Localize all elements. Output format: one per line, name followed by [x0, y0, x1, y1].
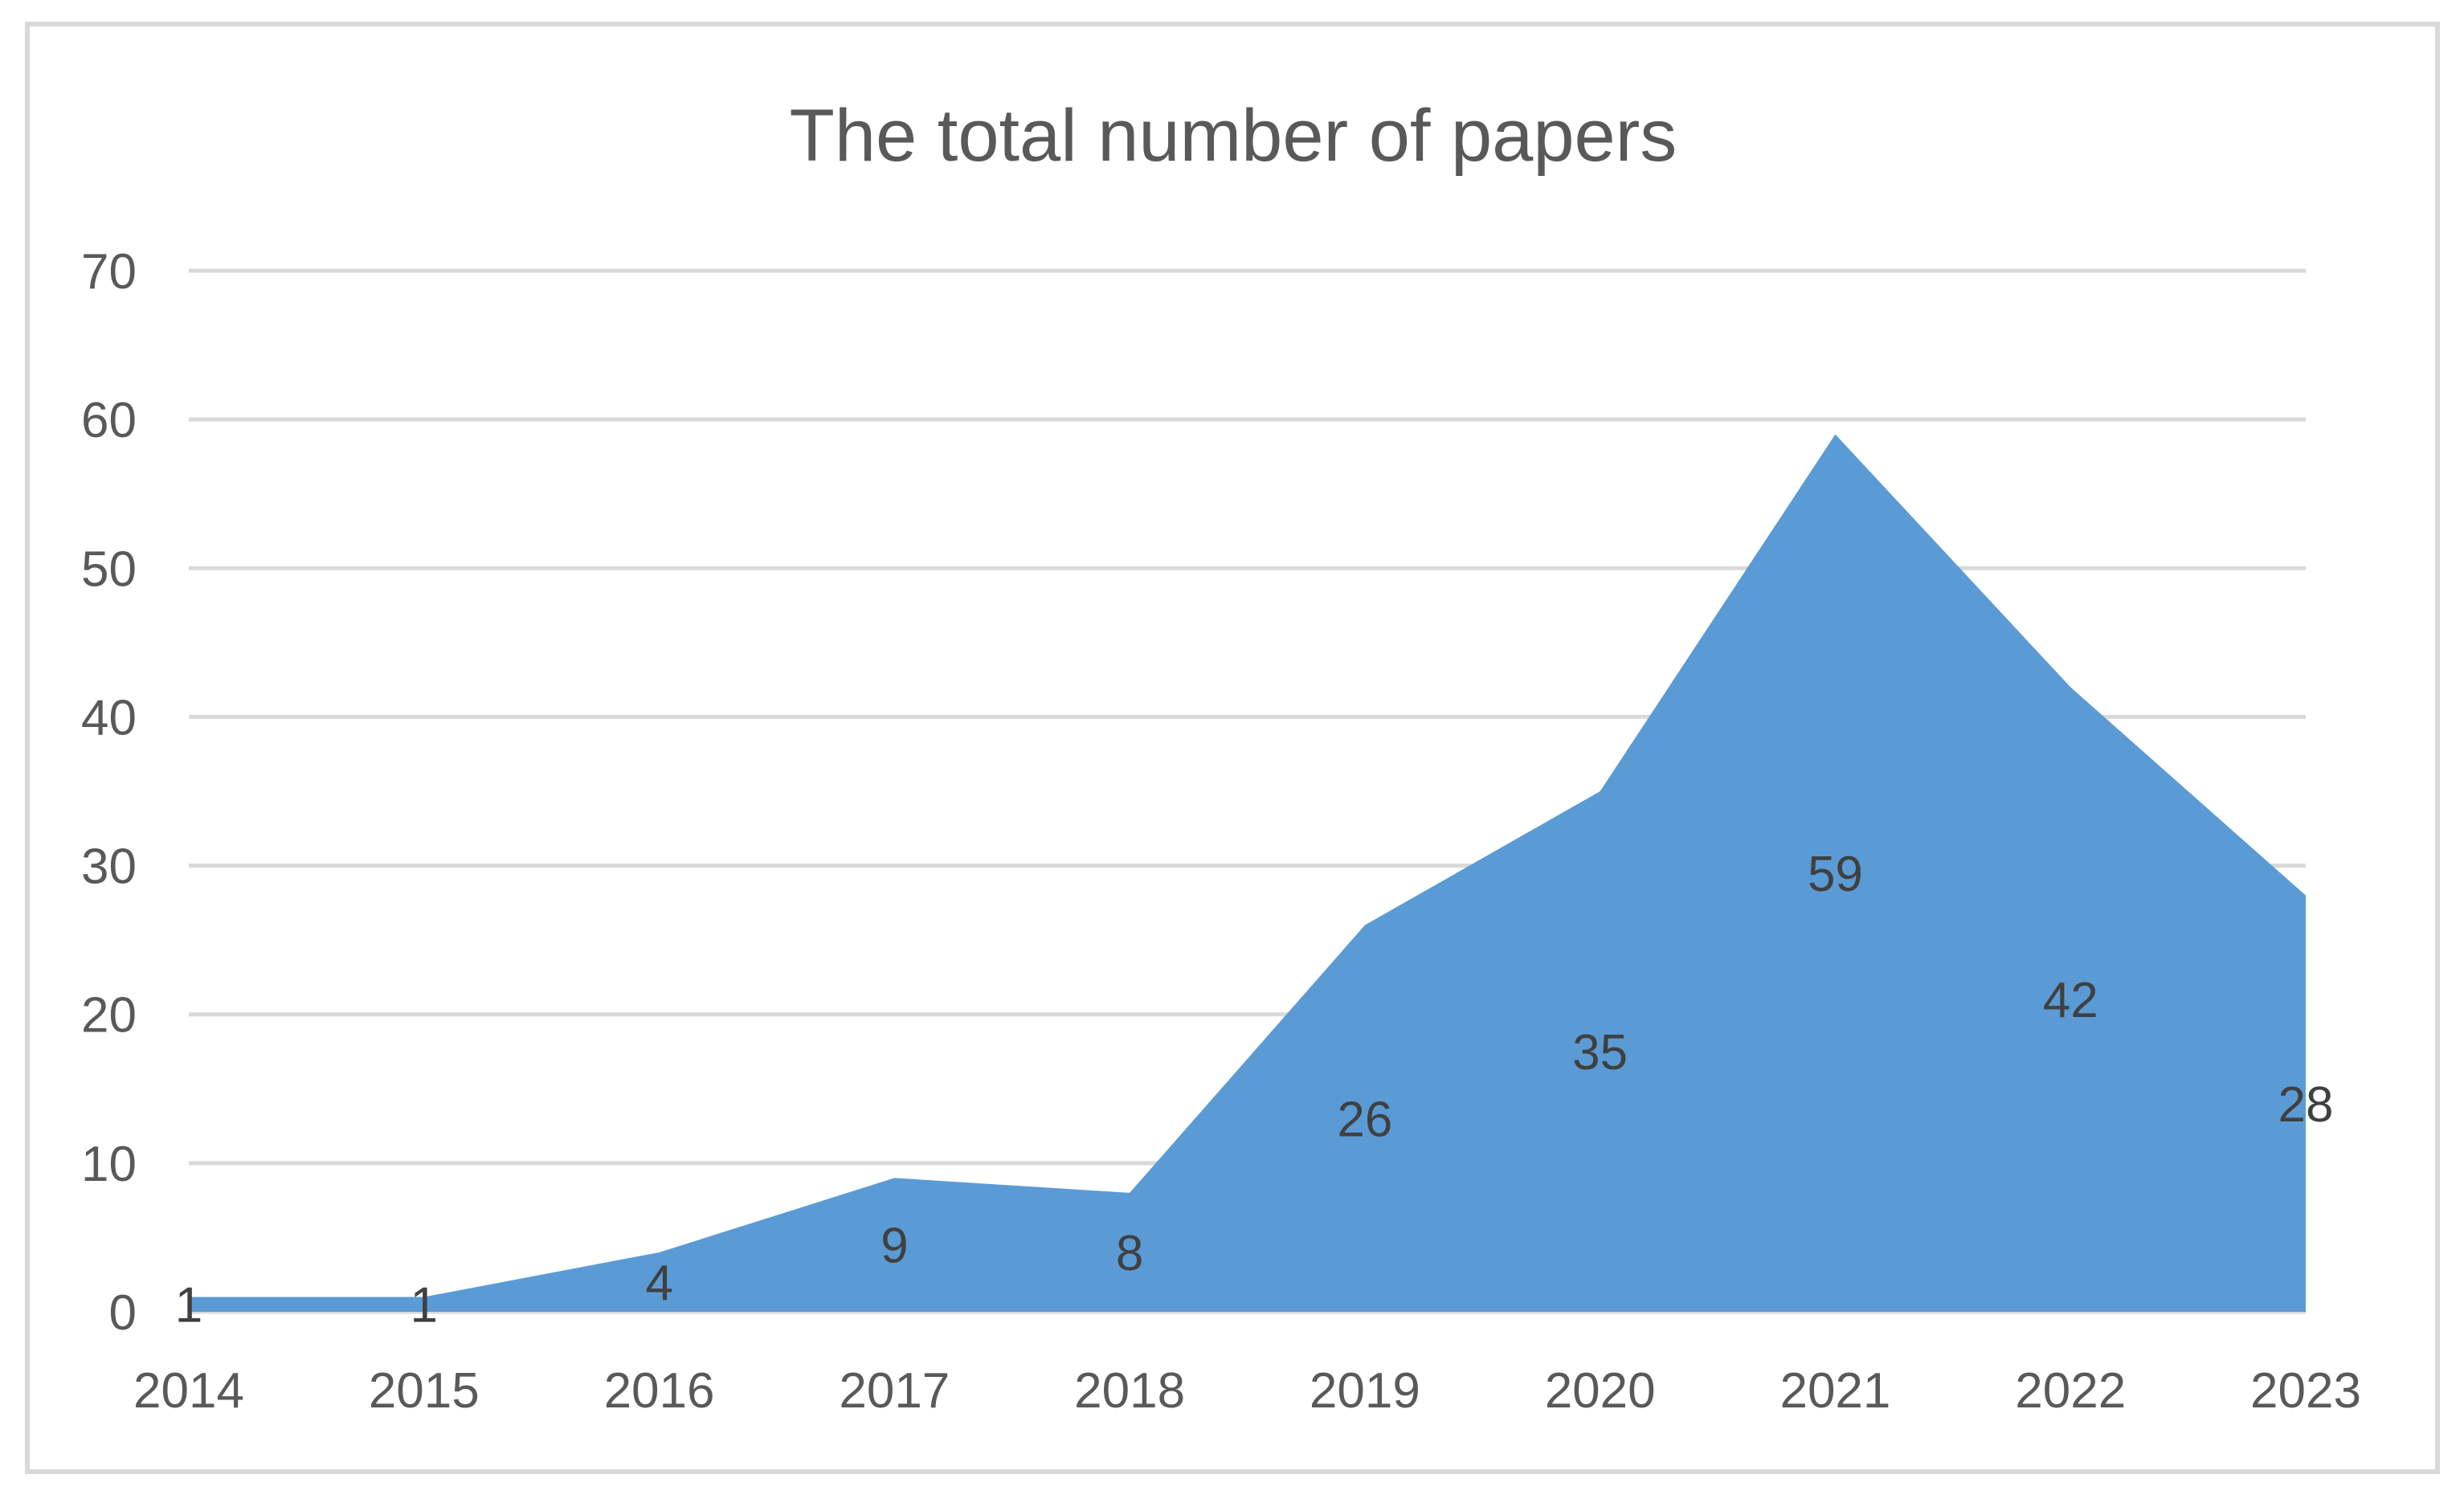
x-tick-label: 2023	[2250, 1363, 2361, 1419]
data-label: 1	[175, 1278, 202, 1334]
data-label: 26	[1337, 1092, 1392, 1147]
x-tick-label: 2022	[2015, 1363, 2126, 1419]
x-tick-label: 2015	[369, 1363, 480, 1419]
data-label: 1	[411, 1278, 438, 1334]
chart-title: The total number of papers	[790, 95, 1677, 177]
area-fill	[189, 434, 2306, 1312]
data-label: 35	[1572, 1025, 1628, 1080]
x-tick-label: 2020	[1545, 1363, 1656, 1419]
x-tick-label: 2014	[133, 1363, 244, 1419]
x-tick-label: 2016	[604, 1363, 715, 1419]
x-tick-label: 2017	[839, 1363, 950, 1419]
data-label: 28	[2278, 1077, 2334, 1133]
y-tick-label: 10	[81, 1137, 137, 1192]
data-labels: 1 1 4 9 8 26 35 59 42 28	[175, 847, 2334, 1334]
x-tick-label: 2019	[1310, 1363, 1420, 1419]
data-label: 9	[881, 1219, 908, 1274]
y-tick-label: 40	[81, 690, 137, 745]
data-label: 8	[1116, 1226, 1143, 1281]
y-tick-label: 30	[81, 839, 137, 895]
y-tick-label: 0	[109, 1285, 137, 1341]
y-tick-label: 60	[81, 393, 137, 448]
area-series	[189, 434, 2306, 1312]
y-tick-label: 20	[81, 988, 137, 1044]
data-label: 59	[1808, 847, 1863, 902]
x-tick-label: 2018	[1074, 1363, 1185, 1419]
data-label: 42	[2043, 973, 2098, 1028]
x-axis-ticks: 2014 2015 2016 2017 2018 2019 2020 2021 2022 2023	[133, 1363, 2361, 1419]
x-tick-label: 2021	[1780, 1363, 1890, 1419]
data-label: 4	[645, 1256, 672, 1311]
y-tick-label: 50	[81, 541, 137, 597]
y-axis-ticks: 0 10 20 30 40 50 60 70	[81, 244, 137, 1341]
y-tick-label: 70	[81, 244, 137, 300]
